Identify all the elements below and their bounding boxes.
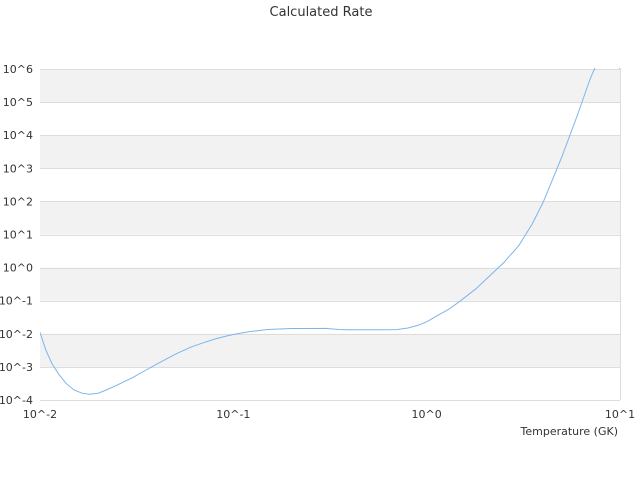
x-tick-label: 10^0 bbox=[412, 408, 442, 421]
gridlines bbox=[40, 69, 621, 401]
y-tick-label: 10^5 bbox=[3, 96, 33, 109]
y-tick-label: 10^4 bbox=[3, 129, 33, 142]
y-axis-ticks: 10^-4 10^-3 10^-2 10^-1 10^0 10^1 10^2 10^3 10^4… bbox=[0, 63, 33, 407]
y-tick-label: 10^0 bbox=[3, 262, 33, 275]
y-tick-label: 10^3 bbox=[3, 162, 33, 175]
y-tick-label: 10^-1 bbox=[0, 295, 33, 308]
x-tick-label: 10^1 bbox=[605, 408, 635, 421]
y-tick-label: 10^6 bbox=[3, 63, 33, 76]
background-bands bbox=[40, 69, 620, 367]
x-axis-ticks: 10^-2 10^-1 10^0 10^1 bbox=[23, 408, 635, 421]
grid-band bbox=[40, 333, 620, 367]
x-tick-label: 10^-2 bbox=[23, 408, 57, 421]
series-line bbox=[40, 68, 621, 395]
grid-band bbox=[40, 201, 620, 235]
grid-band bbox=[40, 69, 620, 103]
x-tick-label: 10^-1 bbox=[216, 408, 250, 421]
y-tick-label: 10^-2 bbox=[0, 328, 33, 341]
y-tick-label: 10^-3 bbox=[0, 361, 33, 374]
grid-band bbox=[40, 267, 620, 301]
grid-band bbox=[40, 135, 620, 169]
chart-title: Calculated Rate bbox=[270, 5, 373, 20]
y-tick-label: 10^2 bbox=[3, 195, 33, 208]
series-layer bbox=[40, 68, 621, 395]
y-tick-label: 10^-4 bbox=[0, 394, 33, 407]
y-tick-label: 10^1 bbox=[3, 229, 33, 242]
x-axis-label: Temperature (GK) bbox=[520, 425, 619, 438]
